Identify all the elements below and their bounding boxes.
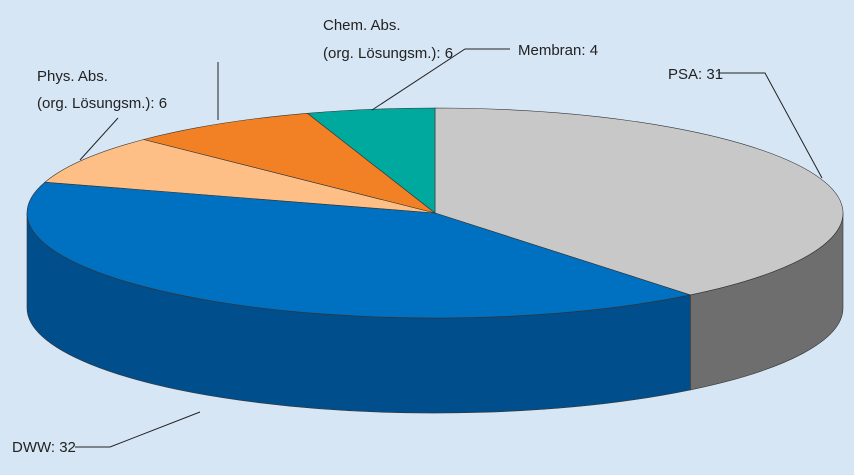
leader-line (371, 48, 510, 111)
slice-label: Chem. Abs. (323, 17, 401, 34)
slice (26, 181, 692, 319)
pie (26, 107, 844, 414)
slice-label: PSA: 31 (668, 66, 723, 83)
slice-label: (org. Lösungsm.): 6 (323, 45, 453, 62)
leader-line (79, 117, 119, 161)
slice (44, 139, 436, 214)
slice-label: DWW: 32 (12, 439, 76, 456)
slice-label: (org. Lösungsm.): 6 (37, 95, 167, 112)
slice (434, 107, 844, 296)
leader-line (718, 72, 823, 179)
slice (143, 112, 436, 214)
slice (306, 107, 436, 214)
slice-label: Phys. Abs. (37, 68, 108, 85)
leader-line (75, 411, 201, 448)
slice-label: Membran: 4 (518, 42, 598, 59)
